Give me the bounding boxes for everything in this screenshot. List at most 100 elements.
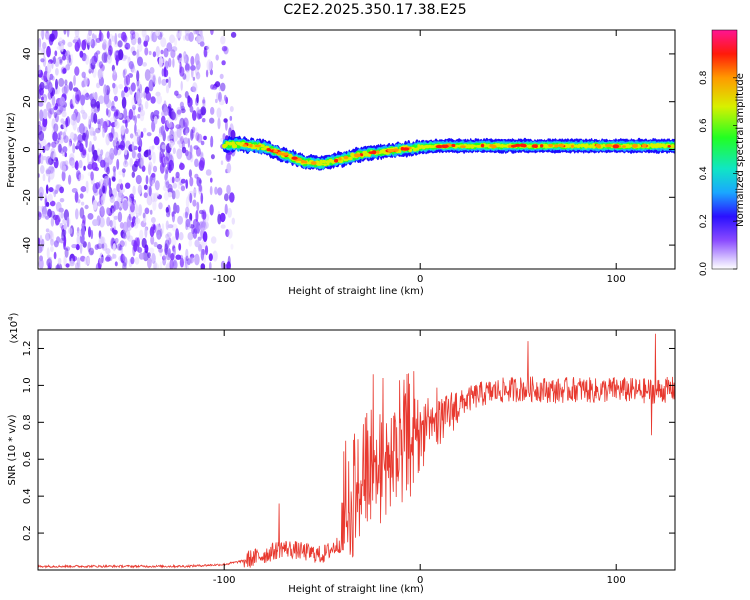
noise-blob: [156, 244, 163, 250]
noise-blob: [82, 132, 86, 141]
ridge-peak: [631, 143, 639, 148]
noise-blob: [132, 115, 136, 121]
noise-blob: [133, 222, 139, 229]
noise-blob: [178, 243, 182, 251]
noise-blob: [71, 160, 75, 169]
noise-blob: [165, 181, 170, 189]
noise-blob: [208, 253, 213, 262]
noise-blob: [164, 191, 169, 201]
noise-blob: [202, 99, 206, 104]
noise-blob: [137, 56, 143, 67]
noise-blob: [164, 243, 169, 256]
noise-blob: [118, 190, 123, 200]
noise-blob: [170, 111, 176, 121]
noise-blob: [137, 106, 142, 113]
noise-blob: [192, 199, 197, 207]
noise-blob: [221, 45, 228, 52]
noise-blob: [158, 202, 163, 210]
noise-blob: [182, 137, 189, 144]
noise-blob: [168, 159, 174, 171]
noise-blob: [208, 61, 211, 72]
noise-blob: [61, 110, 67, 118]
noise-blob: [173, 202, 178, 215]
snr-x-label: Height of straight line (km): [288, 584, 424, 595]
noise-blob: [109, 220, 113, 228]
noise-blob: [62, 68, 67, 74]
ridge-mark: [236, 144, 241, 149]
noise-blob: [67, 54, 70, 59]
noise-blob: [72, 142, 76, 154]
ridge-peak: [368, 151, 376, 155]
noise-blob: [57, 257, 62, 265]
noise-blob: [206, 44, 210, 53]
noise-blob: [190, 129, 194, 141]
noise-blob: [202, 96, 206, 107]
noise-blob: [115, 54, 119, 66]
noise-blob: [78, 123, 85, 135]
noise-blob: [204, 45, 209, 51]
noise-blob: [66, 216, 70, 228]
noise-blob: [58, 77, 65, 87]
noise-blob: [47, 193, 53, 203]
noise-blob: [51, 118, 56, 130]
noise-blob: [63, 255, 67, 267]
noise-blob: [110, 105, 116, 112]
noise-blob: [150, 96, 156, 104]
noise-blob: [159, 151, 162, 164]
noise-blob: [176, 140, 181, 145]
noise-blob: [112, 82, 116, 89]
noise-blob: [40, 154, 44, 165]
noise-blob: [100, 159, 106, 168]
noise-blob: [143, 184, 148, 190]
noise-blob: [92, 199, 98, 211]
noise-blob: [105, 134, 110, 146]
noise-blob: [45, 30, 49, 34]
snr-ytick-label: 0.4: [22, 488, 33, 504]
noise-blob: [205, 169, 212, 176]
noise-blob: [39, 109, 44, 122]
noise-blob: [90, 38, 96, 49]
noise-blob: [112, 139, 116, 148]
noise-blob: [176, 148, 183, 160]
noise-blob: [147, 256, 152, 269]
noise-blob: [167, 191, 172, 198]
snr-ytick-label: 1.2: [22, 341, 33, 357]
noise-blob: [75, 89, 82, 102]
spectrogram-x-ticks: -100 0 100: [213, 30, 626, 285]
noise-blob: [171, 190, 176, 200]
noise-blob: [169, 129, 175, 142]
noise-blob: [180, 185, 186, 192]
noise-blob: [133, 132, 139, 144]
noise-blob: [143, 212, 147, 224]
noise-blob: [161, 68, 165, 77]
noise-blob: [44, 193, 47, 199]
noise-blob: [44, 144, 50, 151]
ridge-mark: [321, 159, 327, 164]
noise-blob: [202, 231, 208, 243]
noise-blob: [57, 137, 61, 143]
noise-blob: [174, 90, 179, 96]
snr-ytick-label: 0.8: [22, 414, 33, 430]
noise-blob: [45, 215, 50, 220]
noise-blob: [74, 30, 80, 38]
noise-blob: [144, 69, 151, 81]
noise-blob: [121, 128, 125, 135]
noise-blob: [150, 111, 155, 122]
noise-blob: [38, 39, 42, 51]
noise-blob: [180, 80, 183, 91]
noise-blob: [132, 108, 136, 117]
noise-blob: [106, 207, 110, 215]
noise-blob: [88, 68, 92, 74]
noise-blob: [45, 167, 51, 177]
noise-blob: [119, 140, 126, 151]
noise-blob: [62, 152, 65, 157]
noise-blob: [127, 197, 132, 207]
noise-blob: [61, 229, 66, 242]
snr-ytick-label: 1.0: [22, 377, 33, 393]
noise-blob: [112, 165, 117, 173]
noise-blob: [94, 244, 99, 251]
noise-blob: [105, 256, 111, 262]
noise-blob: [189, 105, 194, 113]
noise-blob: [223, 46, 229, 55]
noise-blob: [111, 35, 116, 42]
